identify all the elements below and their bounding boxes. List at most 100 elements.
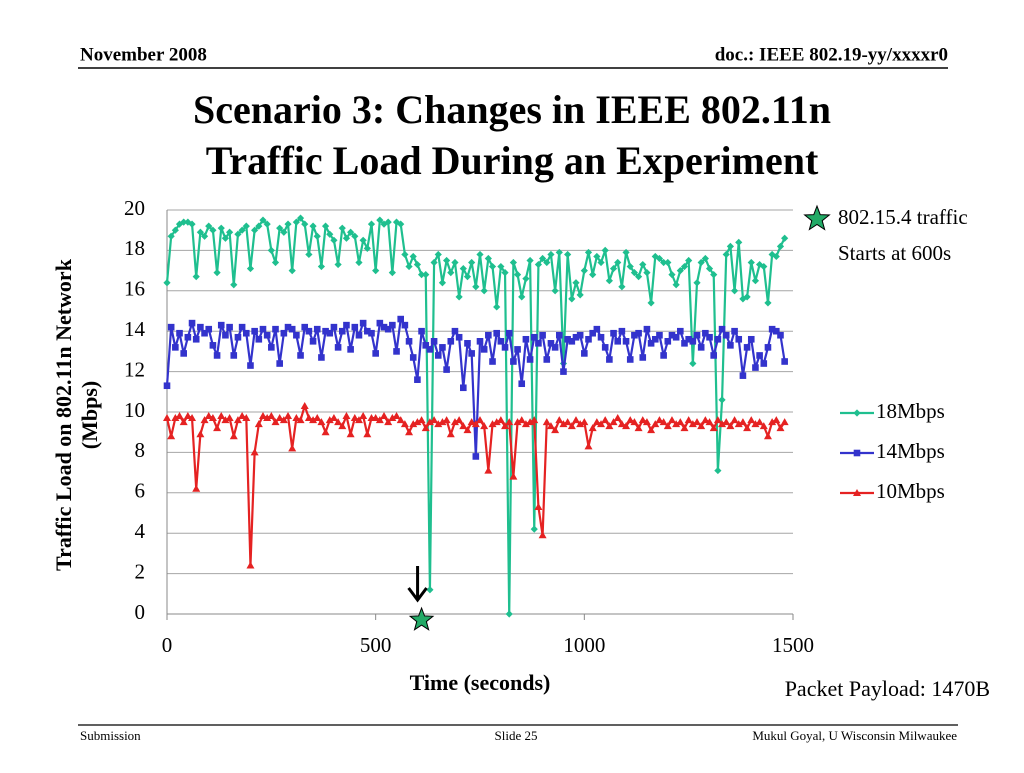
- marker: [192, 273, 200, 281]
- marker: [197, 323, 204, 331]
- marker: [505, 610, 513, 618]
- marker: [760, 360, 768, 367]
- marker: [853, 449, 861, 457]
- marker: [280, 329, 288, 337]
- annotation-line: Starts at 600s: [838, 241, 951, 265]
- marker: [656, 331, 663, 339]
- marker: [247, 362, 254, 369]
- marker: [413, 418, 422, 426]
- legend-label: 10Mbps: [876, 479, 945, 503]
- marker: [488, 420, 497, 428]
- marker: [401, 321, 409, 329]
- marker: [747, 258, 755, 267]
- marker: [530, 525, 538, 533]
- marker: [626, 416, 635, 424]
- marker: [422, 271, 430, 279]
- marker: [409, 420, 418, 428]
- marker: [476, 250, 484, 259]
- marker: [296, 416, 305, 424]
- marker: [221, 416, 230, 424]
- marker: [276, 360, 283, 367]
- marker: [359, 412, 368, 420]
- marker: [451, 258, 459, 267]
- marker: [763, 432, 772, 440]
- marker: [521, 420, 530, 428]
- marker: [222, 331, 229, 339]
- marker: [338, 224, 346, 232]
- marker: [597, 333, 605, 341]
- marker: [388, 414, 397, 422]
- marker: [213, 424, 222, 432]
- marker: [706, 333, 713, 341]
- marker: [476, 416, 484, 424]
- marker: [672, 333, 680, 341]
- marker: [446, 430, 455, 438]
- marker: [697, 258, 705, 267]
- marker: [430, 258, 438, 267]
- marker: [213, 352, 221, 359]
- marker: [651, 335, 659, 343]
- marker: [588, 424, 597, 432]
- marker: [663, 422, 672, 430]
- marker: [739, 295, 747, 303]
- marker: [614, 258, 622, 267]
- marker: [718, 396, 726, 404]
- marker: [301, 323, 309, 331]
- marker: [438, 418, 447, 426]
- marker: [705, 418, 714, 426]
- marker: [167, 432, 176, 440]
- marker: [589, 329, 596, 337]
- marker: [367, 220, 376, 228]
- marker: [217, 224, 225, 232]
- marker: [643, 269, 651, 277]
- marker: [751, 277, 760, 285]
- marker: [230, 281, 238, 289]
- marker: [442, 416, 451, 424]
- marker: [163, 279, 171, 287]
- marker: [430, 416, 439, 424]
- marker: [546, 422, 555, 430]
- marker: [450, 418, 459, 426]
- marker: [276, 224, 284, 232]
- marker: [321, 428, 330, 436]
- marker: [259, 216, 267, 224]
- marker: [313, 232, 321, 240]
- marker: [768, 418, 777, 426]
- marker: [192, 484, 201, 492]
- marker: [255, 222, 263, 230]
- y-tick-label: 2: [135, 559, 146, 583]
- marker: [463, 426, 472, 434]
- marker: [413, 260, 421, 269]
- marker: [447, 338, 455, 345]
- y-tick-label: 16: [124, 277, 145, 301]
- marker: [304, 414, 313, 422]
- marker: [735, 238, 743, 246]
- marker: [752, 364, 759, 371]
- marker: [480, 346, 488, 353]
- marker: [510, 358, 517, 365]
- marker: [642, 418, 651, 426]
- marker: [467, 418, 476, 426]
- marker: [163, 414, 171, 422]
- y-tick-label: 4: [135, 519, 146, 543]
- marker: [853, 409, 861, 417]
- marker: [759, 422, 768, 430]
- marker: [326, 230, 334, 238]
- marker: [714, 335, 722, 343]
- marker: [263, 331, 271, 339]
- marker: [667, 416, 676, 424]
- marker: [564, 335, 571, 343]
- marker: [535, 340, 542, 347]
- marker: [371, 414, 380, 422]
- marker: [180, 218, 188, 226]
- marker: [309, 416, 318, 424]
- note: Packet Payload: 1470B: [785, 676, 990, 701]
- x-tick-label: 1500: [772, 633, 814, 657]
- marker: [497, 338, 505, 345]
- marker: [292, 218, 300, 226]
- marker: [576, 291, 584, 299]
- marker: [242, 329, 250, 337]
- marker: [443, 366, 450, 373]
- marker: [651, 420, 660, 428]
